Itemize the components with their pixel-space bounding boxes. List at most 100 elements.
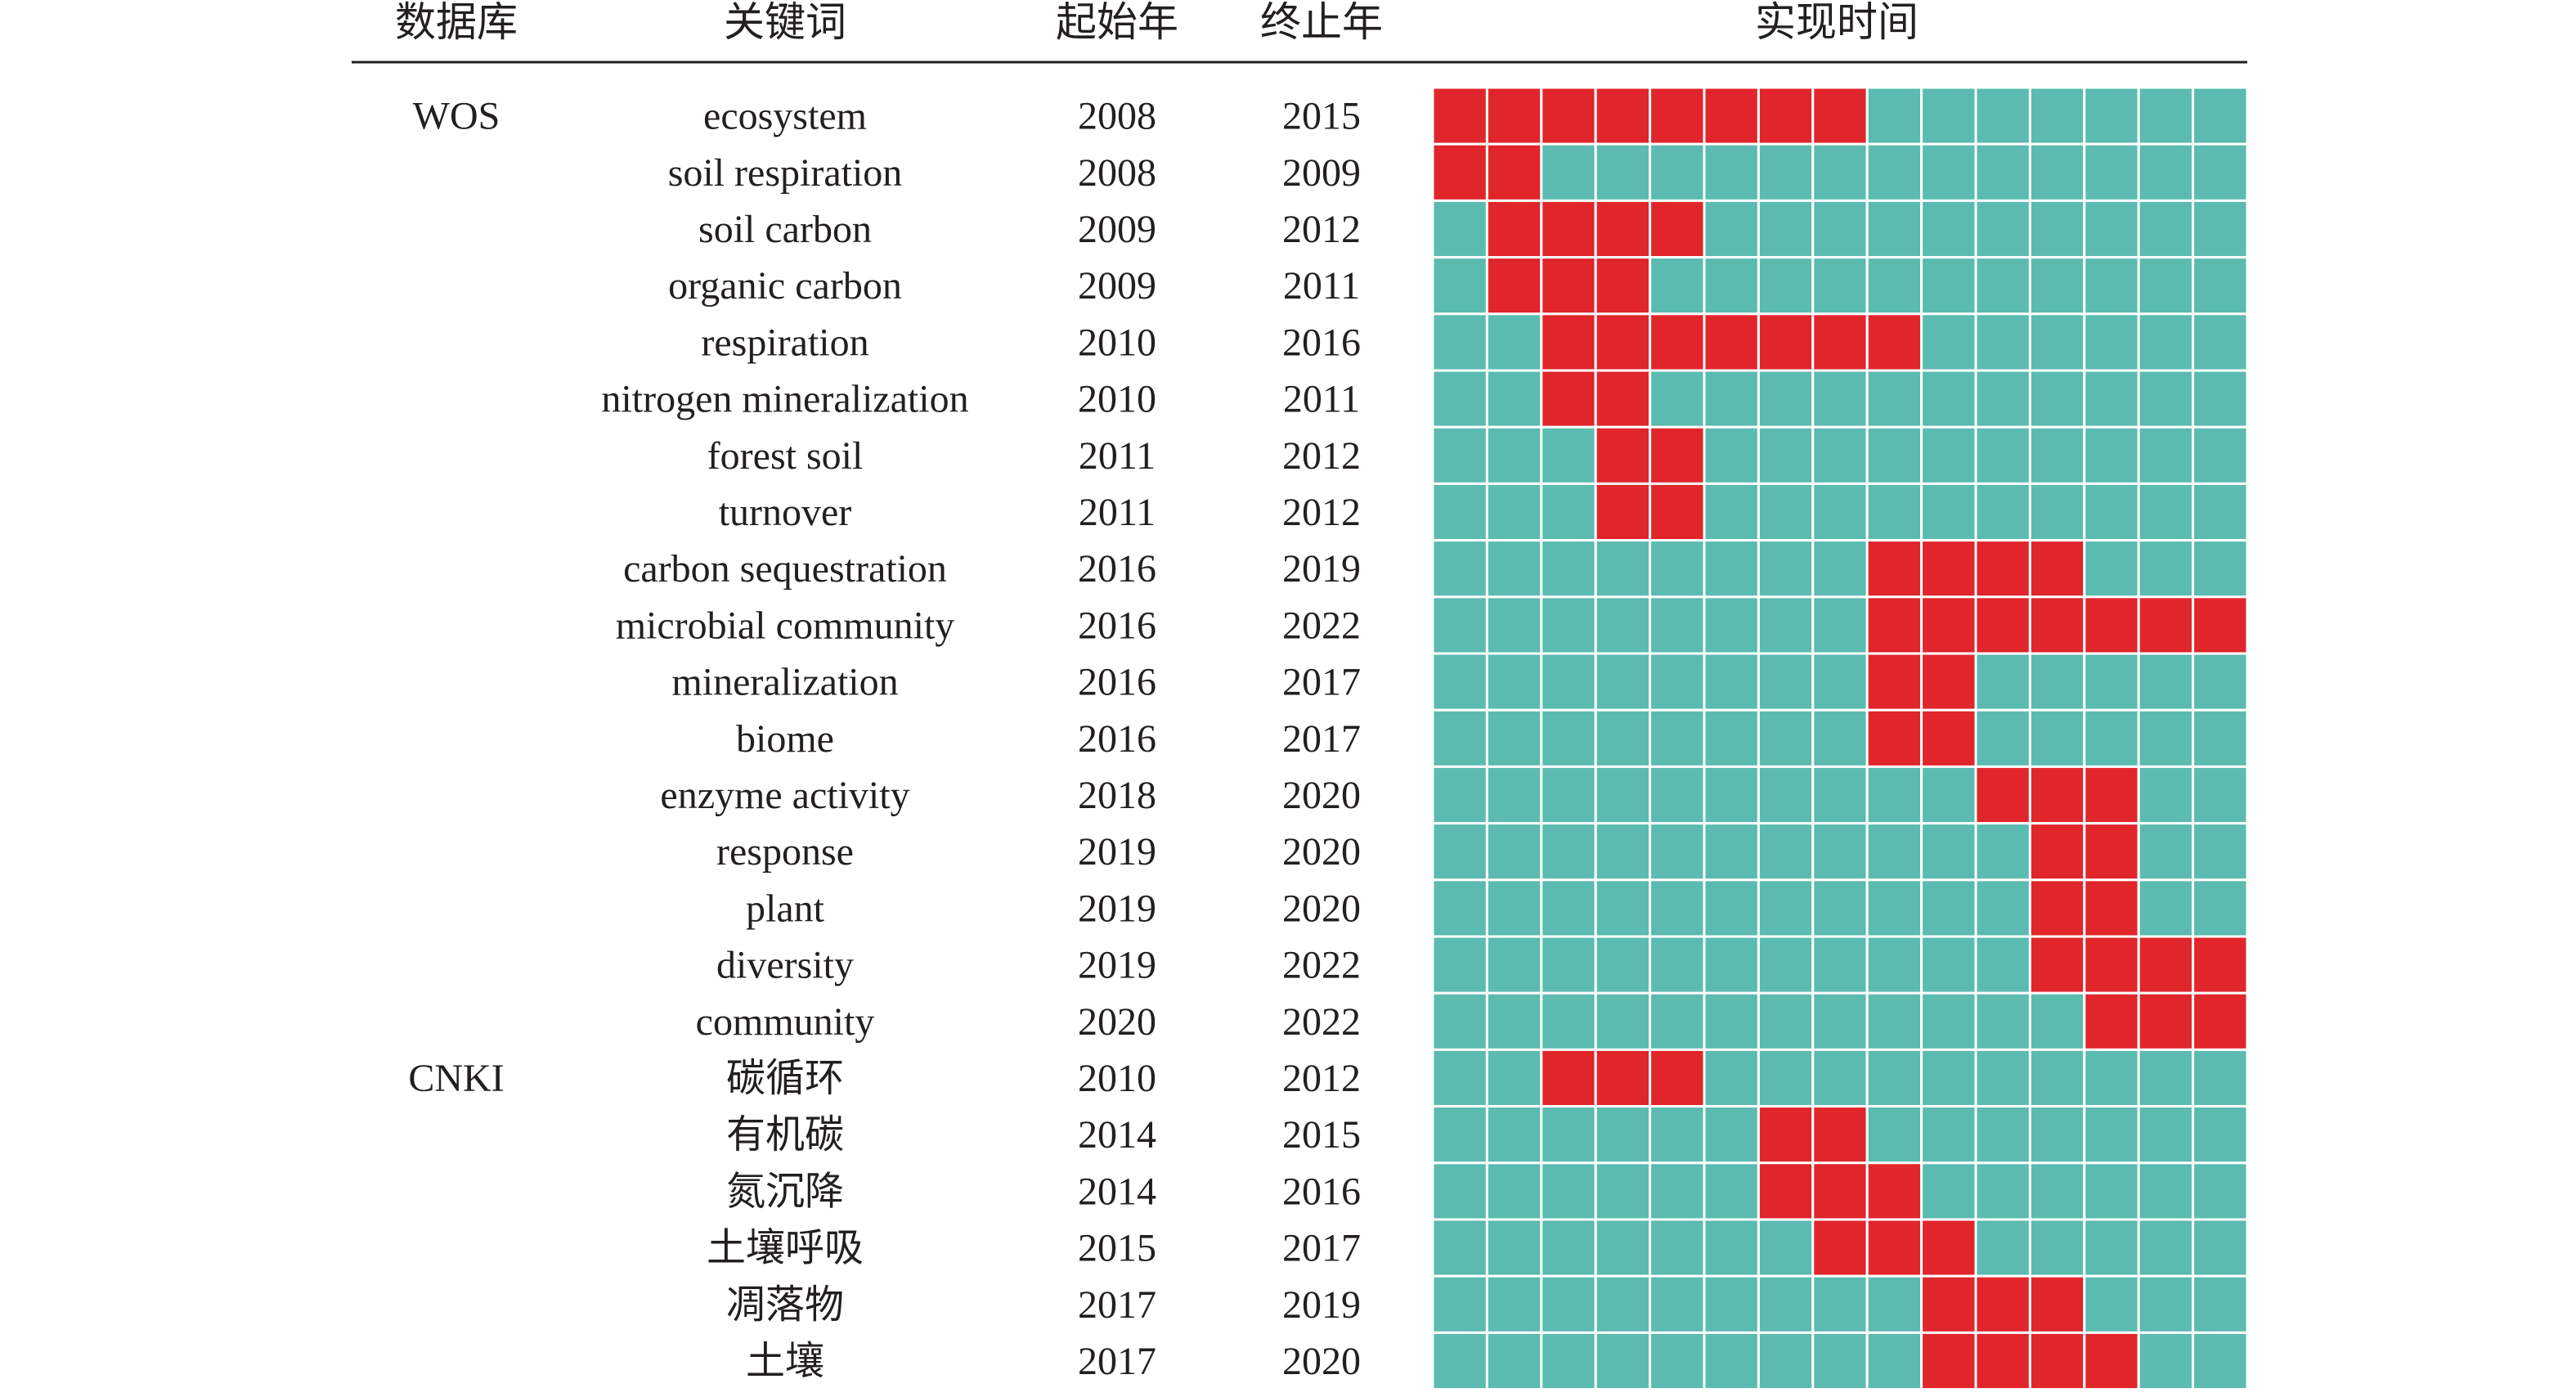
keyword-label: 有机碳 xyxy=(726,1113,844,1157)
timeline-cell xyxy=(1811,935,1869,995)
timeline-cell xyxy=(1485,1331,1543,1391)
timeline-cell xyxy=(1811,708,1869,768)
timeline-cell xyxy=(1865,482,1923,542)
burst-cell xyxy=(1757,312,1815,372)
burst-cell xyxy=(1865,1218,1923,1278)
timeline-cell xyxy=(1594,765,1652,825)
end-year-label: 2011 xyxy=(1283,378,1360,421)
burst-cell xyxy=(2028,539,2086,599)
timeline-cell xyxy=(1485,425,1543,485)
timeline-cell xyxy=(1865,142,1923,202)
timeline-cell xyxy=(2028,1161,2086,1221)
burst-cell xyxy=(1485,199,1543,259)
timeline-cell xyxy=(1865,256,1923,316)
timeline-cell xyxy=(1540,765,1597,825)
timeline-cell xyxy=(1431,765,1488,825)
timeline-cell xyxy=(2028,708,2086,768)
timeline-cell xyxy=(1485,652,1543,712)
start-year-label: 2018 xyxy=(1078,774,1156,817)
burst-cell xyxy=(1974,1274,2031,1334)
timeline-cell xyxy=(1594,878,1652,938)
keyword-label: 土壤呼吸 xyxy=(707,1227,864,1270)
timeline-cell xyxy=(1974,86,2031,146)
timeline-cell xyxy=(2028,425,2086,485)
timeline-cell xyxy=(1920,822,1977,882)
burst-cell xyxy=(1865,595,1923,655)
burst-cell xyxy=(1865,708,1923,768)
start-year-label: 2016 xyxy=(1078,604,1156,647)
timeline-cell xyxy=(1811,822,1869,882)
timeline-cell xyxy=(2137,199,2195,259)
timeline-cell xyxy=(1431,595,1488,655)
burst-cell xyxy=(1540,312,1597,372)
timeline-cell xyxy=(1920,482,1977,542)
timeline-cell xyxy=(1649,595,1706,655)
burst-cell xyxy=(2192,991,2249,1051)
timeline-cell xyxy=(1703,425,1760,485)
timeline-cell xyxy=(1757,1048,1815,1108)
timeline-cell xyxy=(2083,1048,2140,1108)
burst-cell xyxy=(1594,369,1652,429)
keyword-label: ecosystem xyxy=(703,95,867,138)
timeline-cell xyxy=(1920,765,1977,825)
timeline-cell xyxy=(2137,765,2195,825)
burst-cell xyxy=(1594,256,1652,316)
timeline-cell xyxy=(2192,86,2249,146)
keyword-label: response xyxy=(716,830,854,874)
timeline-cell xyxy=(1920,256,1977,316)
timeline-cell xyxy=(1920,142,1977,202)
timeline-cell xyxy=(1811,595,1869,655)
timeline-cell xyxy=(1757,708,1815,768)
burst-cell xyxy=(1920,1274,1977,1334)
timeline-cell xyxy=(1974,142,2031,202)
keyword-label: mineralization xyxy=(671,661,898,704)
end-year-label: 2020 xyxy=(1282,1340,1361,1383)
timeline-cell xyxy=(1703,1218,1760,1278)
timeline-cell xyxy=(1485,1105,1543,1165)
keyword-label: 氮沉降 xyxy=(726,1170,844,1213)
timeline-cell xyxy=(1594,595,1652,655)
timeline-cell xyxy=(1865,935,1923,995)
burst-cell xyxy=(1649,86,1706,146)
burst-cell xyxy=(1974,539,2031,599)
timeline-cell xyxy=(1811,878,1869,938)
end-year-label: 2022 xyxy=(1282,604,1361,647)
timeline-cell xyxy=(1703,708,1760,768)
timeline-cell xyxy=(2028,991,2086,1051)
burst-cell xyxy=(2083,878,2140,938)
burst-cell xyxy=(1594,425,1652,485)
burst-cell xyxy=(1865,1161,1923,1221)
timeline-cell xyxy=(1540,425,1597,485)
burst-cell xyxy=(1649,482,1706,542)
start-year-label: 2019 xyxy=(1078,944,1156,987)
timeline-cell xyxy=(1485,878,1543,938)
timeline-cell xyxy=(2137,1105,2195,1165)
timeline-cell xyxy=(2192,652,2249,712)
burst-cell xyxy=(1540,199,1597,259)
burst-cell xyxy=(2192,595,2249,655)
timeline-cell xyxy=(1540,1331,1597,1391)
timeline-cell xyxy=(2137,312,2195,372)
burst-cell xyxy=(2137,991,2195,1051)
timeline-cell xyxy=(1649,142,1706,202)
timeline-cell xyxy=(1649,935,1706,995)
burst-cell xyxy=(1974,595,2031,655)
start-year-label: 2019 xyxy=(1078,887,1156,930)
timeline-cell xyxy=(1920,1161,1977,1221)
burst-cell xyxy=(1649,312,1706,372)
timeline-cell xyxy=(1431,312,1488,372)
end-year-label: 2020 xyxy=(1282,887,1361,930)
timeline-cell xyxy=(1594,1331,1652,1391)
timeline-cell xyxy=(1485,991,1543,1051)
keyword-label: soil carbon xyxy=(698,208,872,251)
timeline-cell xyxy=(2137,1331,2195,1391)
timeline-cell xyxy=(2028,312,2086,372)
timeline-cell xyxy=(1757,595,1815,655)
timeline-cell xyxy=(1649,652,1706,712)
timeline-cell xyxy=(1540,878,1597,938)
timeline-cell xyxy=(1974,312,2031,372)
timeline-cell xyxy=(1540,935,1597,995)
burst-cell xyxy=(2083,822,2140,882)
timeline-cell xyxy=(1540,142,1597,202)
timeline-cell xyxy=(2083,539,2140,599)
